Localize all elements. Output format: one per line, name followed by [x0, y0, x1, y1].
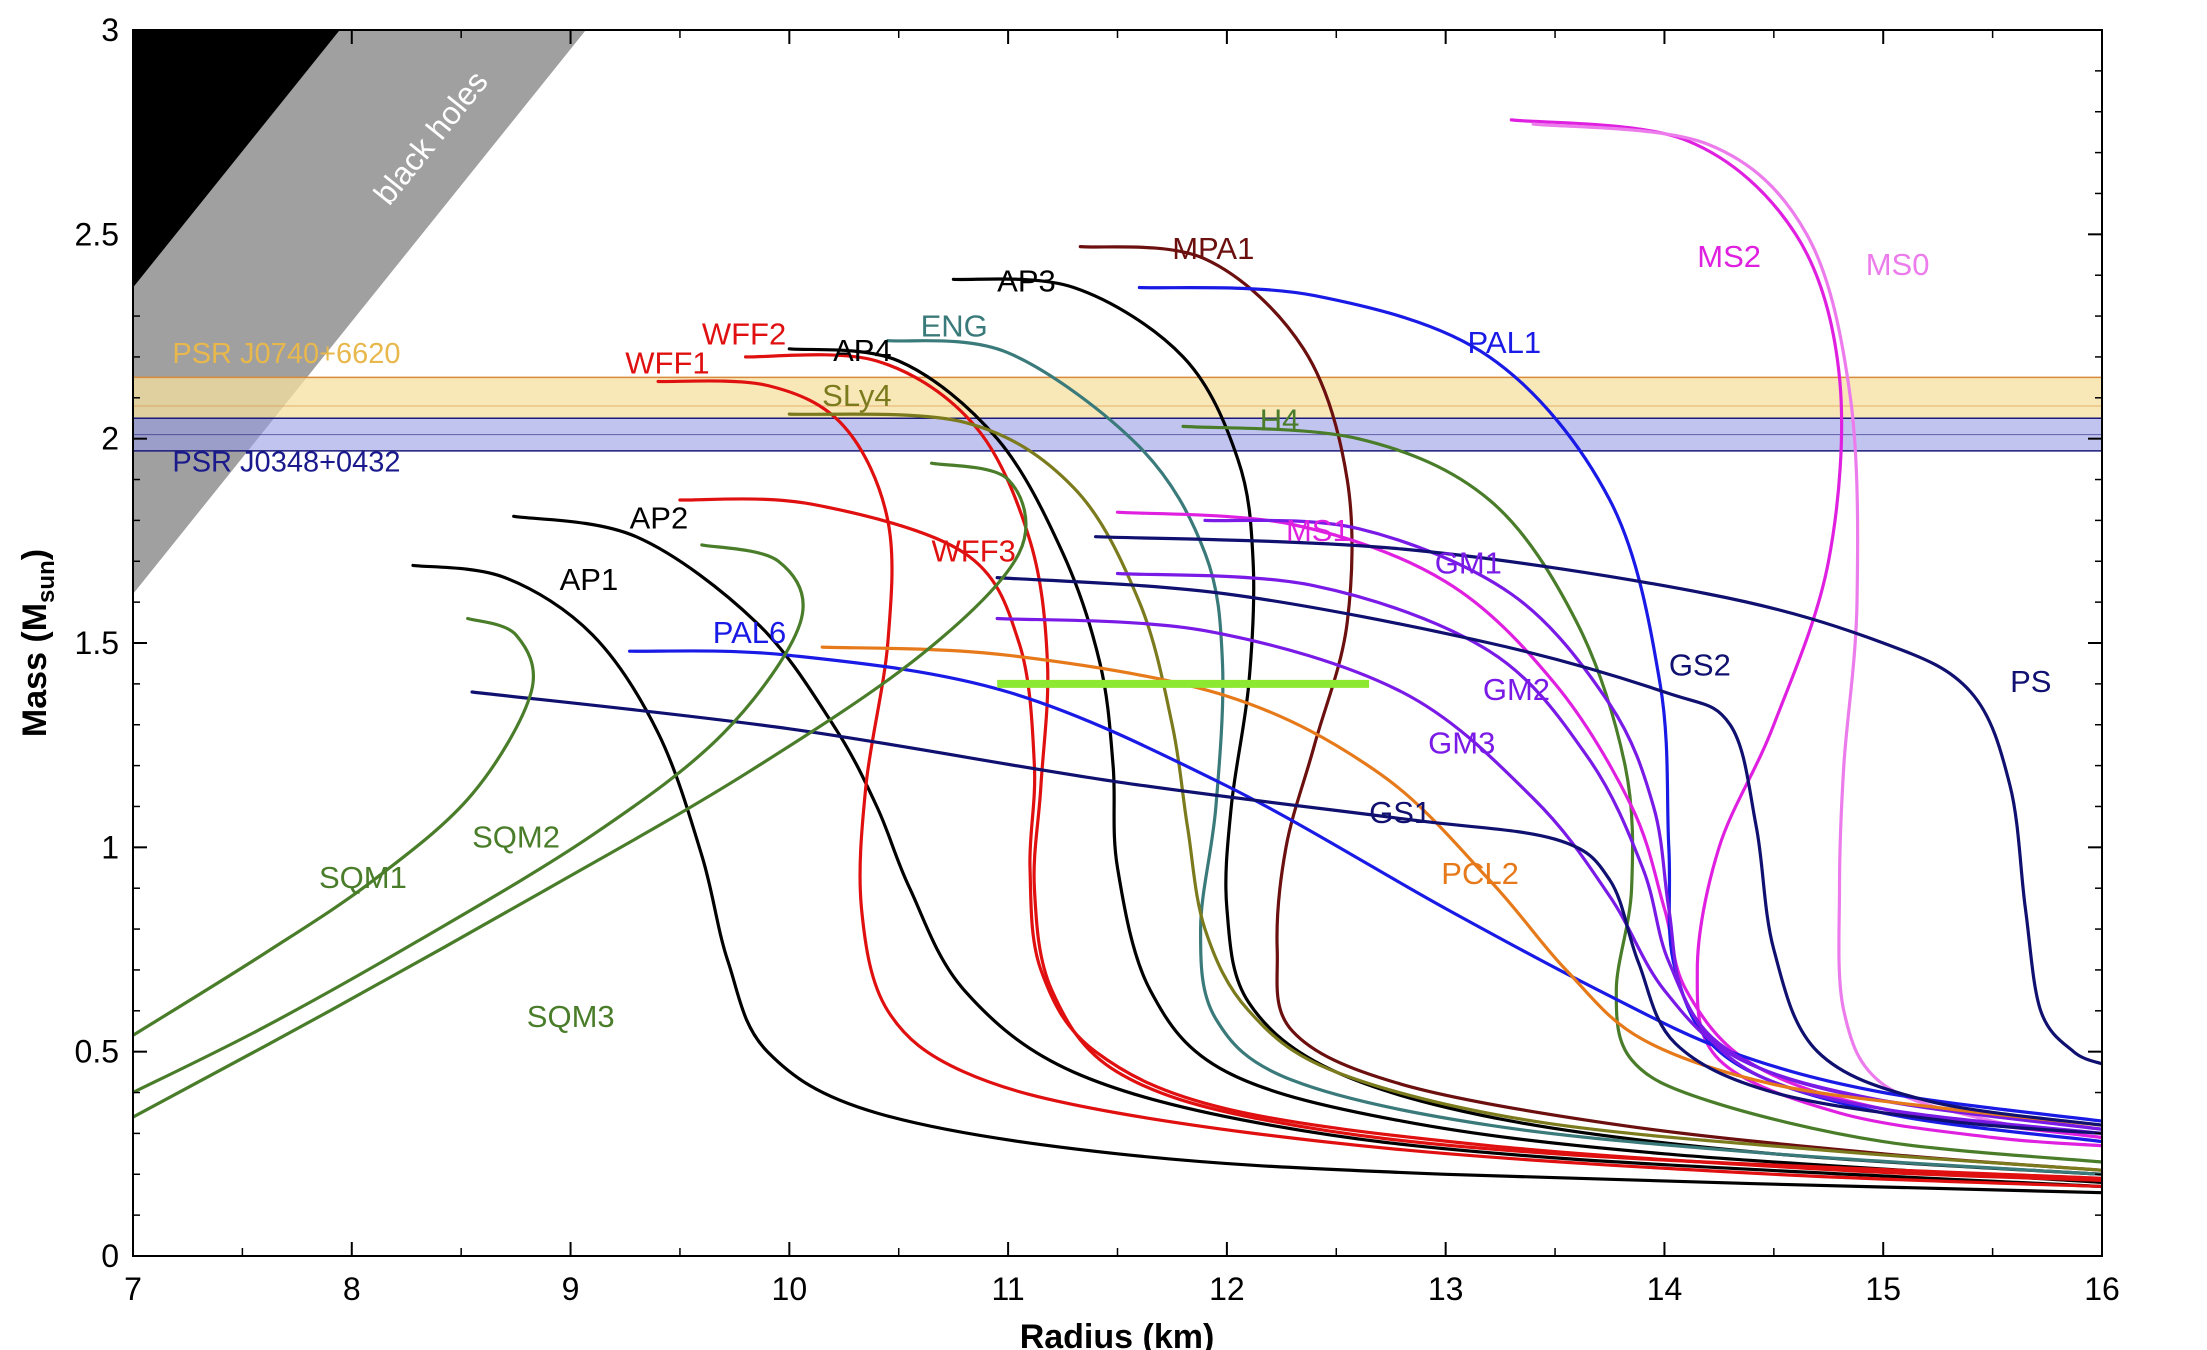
curve-wff1: [656, 379, 2102, 1189]
y-tick-label-0: 0: [101, 1238, 119, 1274]
x-tick-label-15: 15: [1865, 1271, 1901, 1307]
curve-ap2: [512, 514, 2102, 1189]
curve-gm1: [1203, 518, 2102, 1135]
label-gs2: GS2: [1669, 648, 1731, 683]
label-ms1: MS1: [1286, 513, 1350, 548]
y-tick-label-1: 1: [101, 829, 119, 865]
label-ap1: AP1: [560, 562, 619, 597]
label-gm3: GM3: [1428, 725, 1495, 760]
label-pal1: PAL1: [1468, 325, 1542, 360]
causality-limit-label: causality limit: [1243, 93, 1390, 264]
label-ap3: AP3: [997, 264, 1056, 299]
x-tick-label-12: 12: [1209, 1271, 1245, 1307]
label-wff1: WFF1: [625, 345, 709, 380]
x-tick-label-9: 9: [562, 1271, 580, 1307]
axis-ticks: 7 8 9 10 11 12 13 14 15 16 0 0.5 1 1.5 2 2.5 3: [75, 12, 2120, 1307]
causality-limit-region: [133, 30, 586, 594]
x-tick-label-11: 11: [992, 1271, 1025, 1307]
curve-wff3: [678, 497, 2102, 1182]
label-sly4: SLy4: [822, 378, 892, 413]
curve-ap4: [787, 347, 2102, 1184]
curve-wff2: [744, 353, 2102, 1180]
label-gs1: GS1: [1369, 795, 1431, 830]
label-pcl2: PCL2: [1441, 856, 1519, 891]
y-axis-title-close: ): [16, 549, 54, 560]
y-tick-label-1.5: 1.5: [75, 625, 119, 661]
series-group: [133, 118, 2102, 1195]
y-axis-title-main: Mass (M: [16, 603, 54, 737]
curve-ap3: [951, 277, 2102, 1176]
label-ms0: MS0: [1866, 247, 1930, 282]
x-tick-label-10: 10: [772, 1271, 808, 1307]
x-axis-title: Radius (km): [1020, 1318, 1215, 1350]
label-sqm3: SQM3: [527, 999, 615, 1034]
label-wff3: WFF3: [932, 533, 1016, 568]
curve-ps: [1094, 535, 2102, 1066]
psr-j0740-band: [133, 377, 2102, 419]
y-tick-label-2.5: 2.5: [75, 216, 119, 252]
label-mpa1: MPA1: [1172, 231, 1254, 266]
x-tick-label-16: 16: [2084, 1271, 2120, 1307]
curve-mpa1: [1078, 245, 2102, 1172]
curve-gm3: [995, 616, 2102, 1131]
black-holes-region: [133, 30, 340, 288]
label-sqm2: SQM2: [472, 819, 560, 854]
curve-sqm3: [133, 461, 1028, 1119]
label-sqm1: SQM1: [319, 860, 407, 895]
curve-pal6: [628, 649, 2102, 1123]
x-tick-label-7: 7: [124, 1271, 142, 1307]
label-ap2: AP2: [630, 501, 689, 536]
y-tick-label-2: 2: [101, 421, 119, 457]
curve-ms2: [1509, 118, 2102, 1148]
label-ms2: MS2: [1697, 239, 1761, 274]
y-axis-title: Mass (Msun): [16, 549, 60, 737]
label-wff2: WFF2: [702, 317, 786, 352]
curve-h4: [1181, 424, 2102, 1164]
curve-pcl2: [820, 645, 2102, 1127]
label-ps: PS: [2010, 664, 2051, 699]
label-pal6: PAL6: [713, 615, 787, 650]
y-tick-label-0.5: 0.5: [75, 1034, 119, 1070]
curve-gs1: [470, 690, 2102, 1135]
curve-gm2: [1115, 571, 2102, 1131]
curve-sly4: [787, 412, 2102, 1172]
curve-gs2: [995, 576, 2102, 1127]
label-gm1: GM1: [1435, 546, 1502, 581]
x-tick-label-14: 14: [1647, 1271, 1683, 1307]
curve-sqm1: [133, 616, 536, 1037]
y-tick-label-3: 3: [101, 12, 119, 48]
curve-eng: [886, 339, 2102, 1176]
psr-j0348-label: PSR J0348+0432: [172, 446, 400, 478]
psr-j0740-label: PSR J0740+6620: [172, 338, 400, 370]
curve-ap1: [411, 563, 2102, 1195]
label-h4: H4: [1260, 402, 1300, 437]
curve-ms1: [1115, 510, 2102, 1140]
y-axis-title-subscript: sun: [33, 560, 60, 603]
curve-sqm2: [133, 543, 805, 1095]
x-tick-label-8: 8: [343, 1271, 361, 1307]
x-tick-label-13: 13: [1428, 1271, 1464, 1307]
label-ap4: AP4: [833, 333, 892, 368]
label-eng: ENG: [921, 309, 988, 344]
label-gm2: GM2: [1483, 672, 1550, 707]
